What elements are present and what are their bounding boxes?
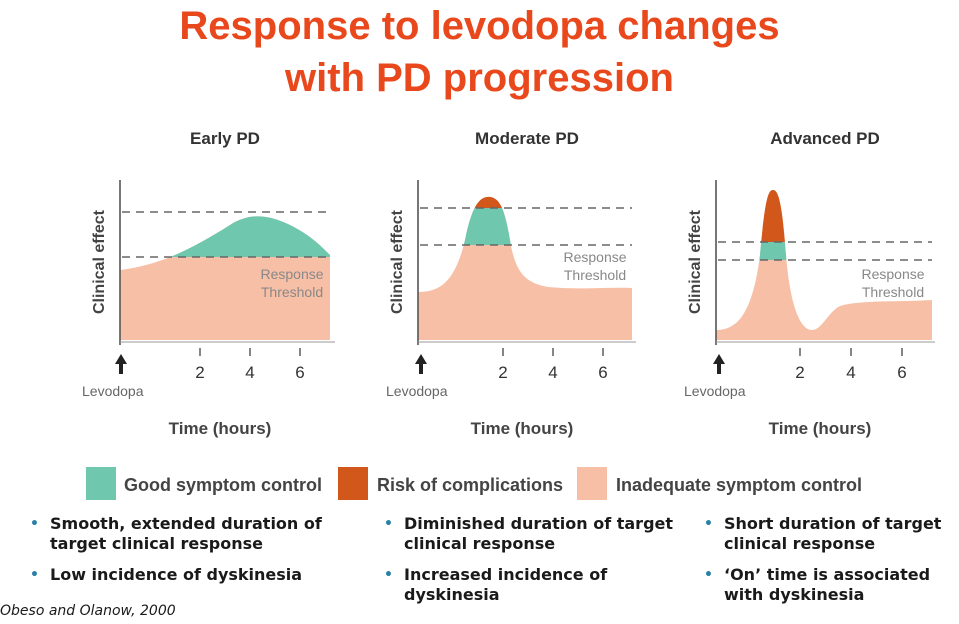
bullet-dot-icon: • (704, 516, 713, 532)
bullet-text: Smooth, extended duration of target clin… (50, 514, 322, 553)
bullet-text: Short duration of target clinical respon… (724, 514, 942, 553)
tick-label: 4 (548, 363, 557, 382)
levodopa-arrow-icon (713, 354, 725, 374)
risk-area (418, 196, 632, 208)
bullet-text: Low incidence of dyskinesia (50, 565, 303, 584)
y-axis-label: Clinical effect (687, 209, 704, 314)
panel-title: Moderate PD (475, 129, 579, 148)
bullet-text: Increased incidence of dyskinesia (404, 565, 608, 604)
tick-label: 4 (245, 363, 254, 382)
good-control-area (418, 208, 632, 245)
legend-swatch-risk (338, 467, 368, 500)
x-axis-label: Time (hours) (769, 419, 872, 438)
bullets-early: • Smooth, extended duration of target cli… (30, 514, 370, 596)
bullet-item: • Increased incidence of dyskinesia (384, 565, 674, 605)
dose-label: Levodopa (82, 383, 144, 399)
bullet-dot-icon: • (704, 567, 713, 583)
good-control-area (716, 242, 932, 260)
risk-area (716, 190, 932, 242)
threshold-label-line-2: Threshold (261, 284, 323, 300)
legend-swatch-inadequate (577, 467, 607, 500)
bullets-moderate: • Diminished duration of target clinical … (384, 514, 674, 616)
bullet-dot-icon: • (384, 567, 393, 583)
slide-title: Response to levodopa changes with PD pro… (0, 0, 959, 104)
bullet-text: ‘On’ time is associated with dyskinesia (724, 565, 931, 604)
threshold-label-line-2: Threshold (862, 284, 924, 300)
legend-label-inadequate: Inadequate symptom control (616, 475, 862, 495)
tick-label: 6 (295, 363, 304, 382)
bullet-item: • Smooth, extended duration of target cli… (30, 514, 370, 554)
bullets-advanced: • Short duration of target clinical respo… (704, 514, 959, 616)
tick-label: 6 (598, 363, 607, 382)
levodopa-arrow-icon (415, 354, 427, 374)
legend-label-risk: Risk of complications (377, 475, 563, 495)
tick-label: 4 (846, 363, 855, 382)
dose-label: Levodopa (684, 383, 746, 399)
threshold-label-line-1: Response (563, 249, 626, 265)
threshold-label-line-1: Response (260, 266, 323, 282)
slide-title-line-2: with PD progression (285, 56, 674, 100)
bullet-item: • Diminished duration of target clinical … (384, 514, 674, 554)
bullet-dot-icon: • (384, 516, 393, 532)
good-control-area (120, 216, 330, 257)
levodopa-response-diagram: Early PD Clinical effect Response Thresh… (82, 129, 935, 500)
legend-label-good: Good symptom control (124, 475, 322, 495)
bullet-text: Diminished duration of target clinical r… (404, 514, 674, 553)
tick-label: 2 (498, 363, 507, 382)
y-axis-label: Clinical effect (91, 209, 108, 314)
levodopa-arrow-icon (115, 354, 127, 374)
x-axis-label: Time (hours) (169, 419, 272, 438)
bullet-item: • ‘On’ time is associated with dyskinesia (704, 565, 959, 605)
dose-label: Levodopa (386, 383, 448, 399)
y-axis-label: Clinical effect (389, 209, 406, 314)
threshold-label-line-1: Response (861, 266, 924, 282)
x-axis-label: Time (hours) (471, 419, 574, 438)
slide-title-line-1: Response to levodopa changes (179, 4, 780, 48)
legend: Good symptom control Risk of complicatio… (86, 467, 862, 500)
tick-label: 2 (795, 363, 804, 382)
tick-label: 2 (195, 363, 204, 382)
bullet-dot-icon: • (30, 516, 39, 532)
panel-advanced-pd: Advanced PD Clinical effect Response Thr… (684, 129, 935, 438)
threshold-label-line-2: Threshold (564, 267, 626, 283)
bullet-item: • Short duration of target clinical respo… (704, 514, 959, 554)
inadequate-area (716, 190, 932, 340)
panel-early-pd: Early PD Clinical effect Response Thresh… (82, 129, 335, 438)
panel-title: Advanced PD (770, 129, 880, 148)
bullet-item: • Low incidence of dyskinesia (30, 565, 370, 585)
citation: Obeso and Olanow, 2000 (0, 603, 176, 619)
panel-title: Early PD (190, 129, 260, 148)
legend-swatch-good (86, 467, 116, 500)
tick-label: 6 (897, 363, 906, 382)
panel-moderate-pd: Moderate PD Clinical effect Response Thr… (386, 129, 636, 438)
bullet-dot-icon: • (30, 567, 39, 583)
